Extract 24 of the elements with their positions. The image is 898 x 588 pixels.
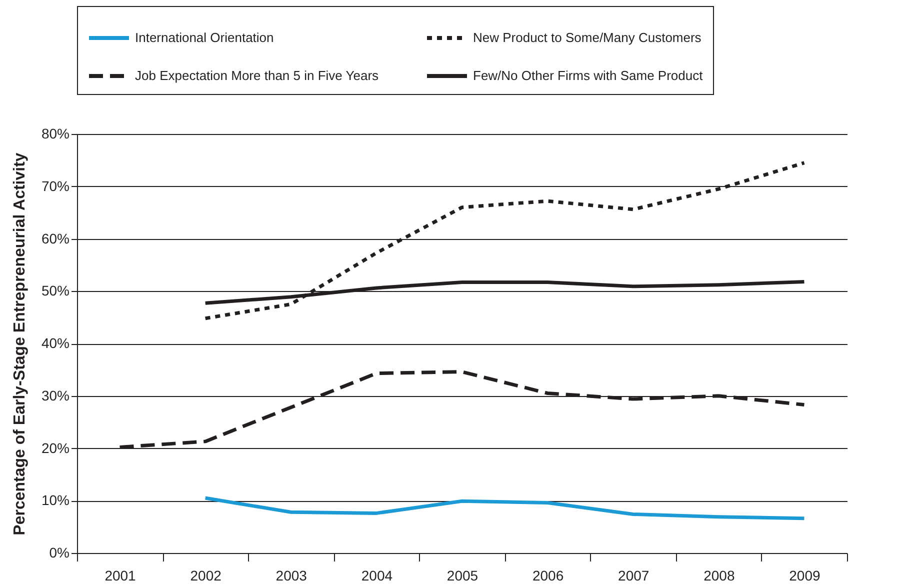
x-tick-label: 2009 [789,568,821,584]
x-tick-label: 2006 [532,568,564,584]
y-tick-label: 30% [41,387,70,404]
x-tick-label: 2001 [104,568,136,584]
x-tick-label: 2007 [618,568,650,584]
x-tick-label: 2003 [276,568,308,584]
legend-label: New Product to Some/Many Customers [473,30,702,45]
line-series [204,496,806,520]
y-tick-label: 40% [41,335,70,351]
x-tick-label: 2005 [446,568,478,584]
legend-label: Job Expectation More than 5 in Five Years [135,68,380,83]
x-tick-label: 2008 [704,568,735,584]
y-tick-label: 50% [41,282,70,299]
y-tick-label: 60% [41,230,70,246]
y-tick-label: 20% [41,440,70,456]
legend-label: International Orientation [135,30,274,45]
y-tick-label: 10% [41,492,70,508]
legend-label: Few/No Other Firms with Same Product [473,68,704,83]
x-tick-label: 2002 [190,568,222,584]
y-tick-label: 0% [49,544,70,560]
y-tick-label: 70% [41,178,70,194]
x-tick-label: 2004 [361,568,393,584]
y-tick-label: 80% [41,126,70,142]
y-axis-title: Percentage of Early-Stage Entrepreneurial Activity [11,152,28,536]
